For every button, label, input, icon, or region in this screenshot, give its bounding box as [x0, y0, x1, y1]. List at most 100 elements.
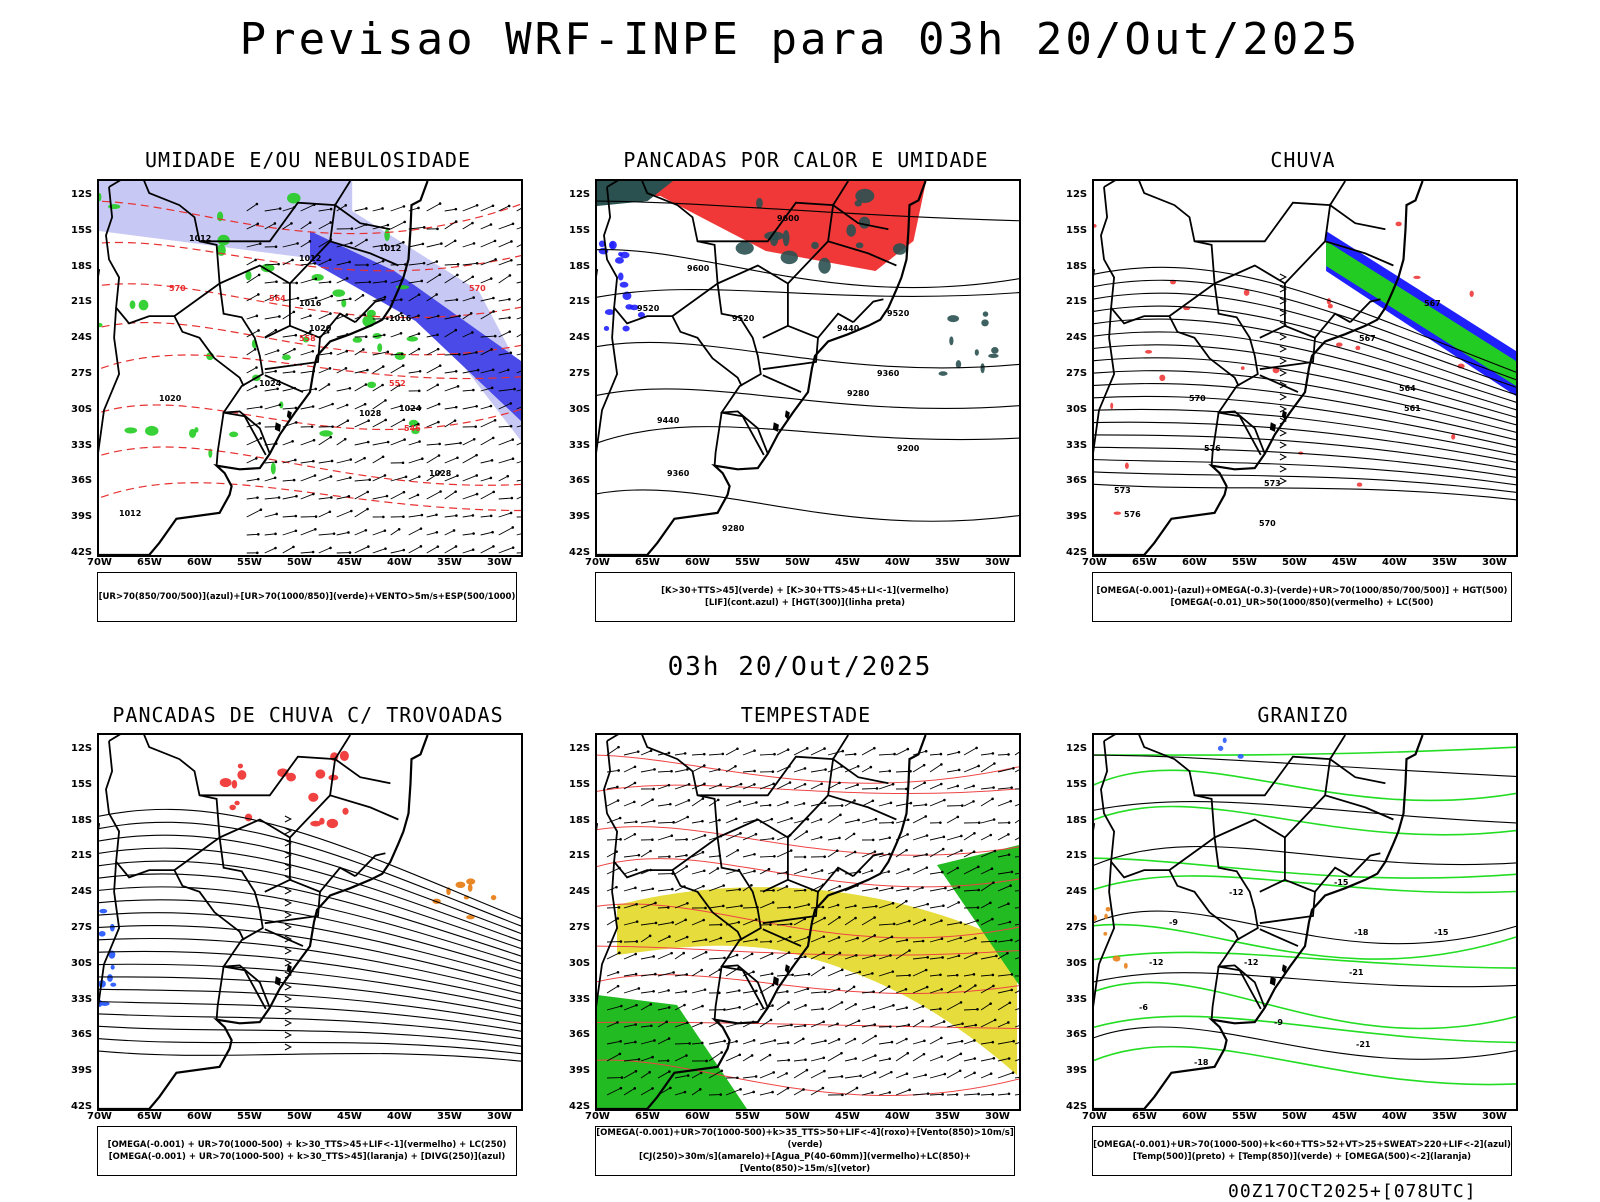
- wind-vector-head: [331, 403, 334, 406]
- wind-vector-head: [975, 747, 978, 750]
- lon-tick-label: 35W: [935, 1111, 960, 1122]
- wind-vector-head: [1012, 1071, 1015, 1074]
- wind-vector-head: [994, 850, 997, 853]
- wind-vector: [373, 549, 386, 553]
- wind-vector-head: [312, 493, 315, 496]
- lon-tick-label: 65W: [635, 557, 660, 568]
- wind-vector: [391, 333, 401, 337]
- streamline-arrow: [1280, 394, 1286, 400]
- lat-tick-label: 18S: [569, 815, 590, 826]
- wind-vector-head: [422, 243, 425, 246]
- wind-vector: [517, 479, 521, 481]
- wind-vector: [427, 366, 440, 373]
- lon-tick-label: 45W: [337, 557, 362, 568]
- shaded-area: [1241, 366, 1245, 370]
- legend-box-2: [K>30+TTS>45](verde) + [K>30+TTS>45+LI<-…: [595, 572, 1015, 622]
- wind-vector-head: [973, 1072, 976, 1075]
- wind-vector-head: [672, 821, 675, 824]
- wind-vector: [409, 244, 423, 247]
- contour-line: [597, 490, 1019, 521]
- wind-vector-head: [512, 546, 515, 549]
- wind-vector-head: [508, 205, 511, 208]
- wind-vector: [658, 822, 674, 823]
- wind-vector-head: [510, 351, 513, 354]
- wind-vector-head: [494, 258, 497, 261]
- shaded-area: [991, 347, 998, 354]
- wind-vector-head: [508, 298, 511, 301]
- wind-vector: [337, 351, 347, 355]
- shaded-area: [983, 311, 989, 316]
- wind-vector: [1015, 816, 1019, 823]
- wind-vector-head: [871, 972, 874, 975]
- wind-vector: [445, 516, 457, 517]
- wind-vector-head: [703, 783, 706, 786]
- wind-vector-head: [634, 782, 637, 785]
- wind-vector: [463, 534, 474, 535]
- shaded-area: [310, 821, 321, 827]
- wind-vector-head: [650, 1024, 653, 1027]
- shaded-area: [1110, 403, 1113, 410]
- lat-tick-label: 15S: [71, 779, 92, 790]
- wind-vector-head: [295, 334, 298, 337]
- wind-vector-head: [456, 474, 459, 477]
- shaded-area: [229, 431, 238, 437]
- wind-vector-head: [750, 884, 753, 887]
- wind-vector-head: [769, 940, 772, 943]
- wind-vector-head: [419, 370, 422, 373]
- wind-vector: [319, 461, 332, 463]
- wind-vector-head: [905, 900, 908, 903]
- wind-vector-head: [994, 940, 997, 943]
- wind-vector: [337, 368, 346, 373]
- border-line: [200, 757, 336, 796]
- wind-vector-head: [668, 1070, 671, 1073]
- wind-vector-head: [823, 855, 826, 858]
- lat-tick-label: 12S: [1066, 189, 1087, 200]
- wind-vector: [373, 420, 386, 427]
- shaded-area: [367, 382, 376, 388]
- wind-vector-head: [1007, 753, 1010, 756]
- contour-label: 1012: [379, 244, 401, 253]
- shaded-area: [110, 983, 116, 987]
- wind-vector: [947, 786, 958, 789]
- wind-vector-head: [837, 904, 840, 907]
- wind-vector-head: [398, 528, 401, 531]
- wind-vector: [947, 817, 958, 823]
- wind-vector-head: [841, 1094, 844, 1097]
- wind-vector: [409, 208, 419, 211]
- wind-vector-head: [841, 969, 844, 972]
- wind-vector: [709, 754, 723, 755]
- wind-vector-head: [992, 786, 995, 789]
- wind-vector-head: [508, 330, 511, 333]
- shaded-area: [139, 300, 149, 311]
- wind-vector: [517, 315, 521, 319]
- wind-vector-head: [991, 867, 994, 870]
- lat-tick-label: 15S: [1066, 225, 1087, 236]
- wind-vector-head: [618, 952, 621, 955]
- wind-vector-head: [400, 332, 403, 335]
- run-info-footer: 00Z17OCT2025+[078UTC]: [1228, 1181, 1477, 1202]
- contour-line: [99, 483, 521, 511]
- wind-vector-head: [296, 242, 299, 245]
- wind-vector-head: [786, 801, 789, 804]
- wind-vector: [709, 868, 718, 874]
- wind-vector-head: [293, 479, 296, 482]
- shaded-area: [1094, 224, 1097, 228]
- contour-label: 1016: [299, 299, 322, 308]
- wind-vector-head: [418, 390, 421, 393]
- wind-vector: [607, 770, 619, 772]
- wind-vector-head: [309, 240, 312, 243]
- legend-box-5: [OMEGA(-0.001)+UR>70(1000-500)+k>35_TTS>…: [595, 1126, 1015, 1176]
- wind-vector-head: [702, 797, 705, 800]
- shaded-area: [237, 770, 246, 780]
- wind-vector-head: [957, 901, 960, 904]
- wind-vector-head: [906, 833, 909, 836]
- border-line: [265, 892, 320, 923]
- wind-vector-head: [349, 551, 352, 554]
- wind-vector: [247, 349, 255, 355]
- wind-vector-head: [702, 885, 705, 888]
- wind-vector-head: [941, 871, 944, 874]
- contour-line: [1094, 802, 1516, 824]
- wind-vector-head: [668, 935, 671, 938]
- wind-vector-head: [346, 404, 349, 407]
- wind-vector-head: [1009, 1001, 1012, 1004]
